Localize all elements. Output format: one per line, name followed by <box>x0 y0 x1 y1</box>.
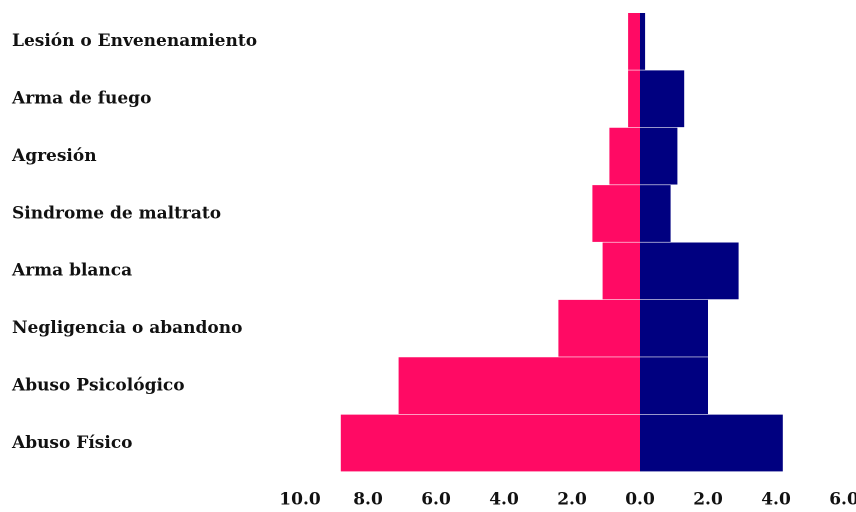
bar <box>558 299 640 357</box>
bar <box>628 70 640 128</box>
bar <box>609 127 640 185</box>
category-label: Abuso Psicológico <box>11 375 185 395</box>
bar <box>602 242 640 300</box>
category-label: Lesión o Envenenamiento <box>12 31 257 51</box>
category-label: Negligencia o abandono <box>12 318 242 338</box>
category-label: Sindrome de maltrato <box>12 203 221 223</box>
bar <box>340 414 640 472</box>
x-tick-label: 10.0 <box>279 490 321 510</box>
bar <box>640 185 671 242</box>
x-tick-label: 6.0 <box>421 490 451 510</box>
category-label: Arma blanca <box>11 261 132 281</box>
bar <box>640 299 708 357</box>
x-tick-label: 8.0 <box>353 490 383 510</box>
x-tick-label: 2.0 <box>693 490 723 510</box>
bar <box>640 242 739 300</box>
bar <box>640 13 646 70</box>
x-tick-label: 0.0 <box>625 490 655 510</box>
bar <box>640 414 783 472</box>
category-label: Arma de fuego <box>11 89 151 109</box>
x-tick-label: 4.0 <box>489 490 519 510</box>
bar <box>398 357 640 415</box>
x-tick-label: 6.0 <box>829 490 856 510</box>
bar <box>628 13 640 70</box>
x-tick-label: 2.0 <box>557 490 587 510</box>
bar <box>640 357 708 415</box>
category-label: Agresión <box>11 146 97 166</box>
bar <box>592 185 640 242</box>
category-label: Abuso Físico <box>11 433 133 453</box>
bar <box>640 70 685 128</box>
x-tick-label: 4.0 <box>761 490 791 510</box>
bar <box>640 127 678 185</box>
